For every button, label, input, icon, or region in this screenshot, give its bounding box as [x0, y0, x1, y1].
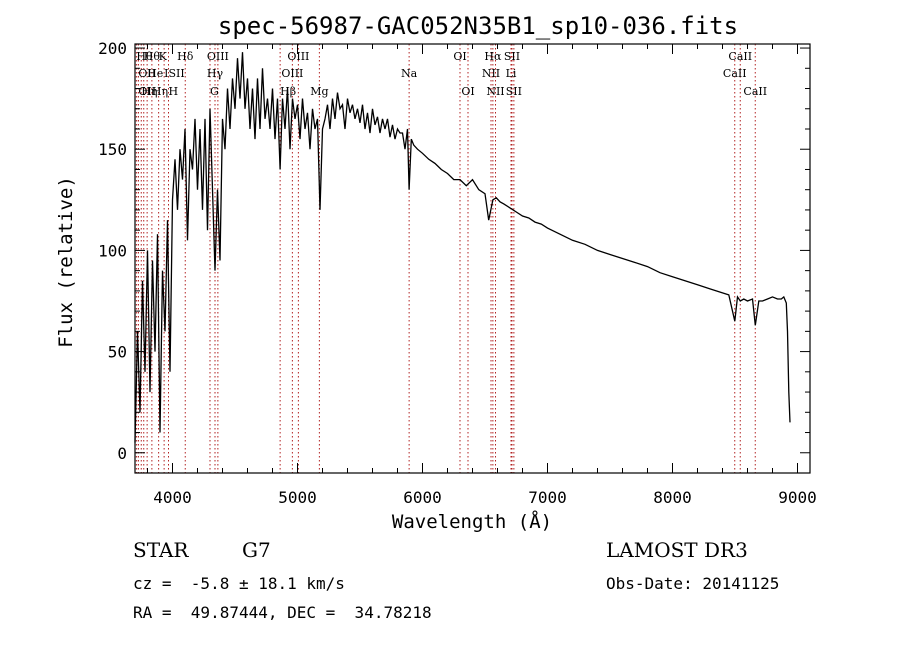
- y-tick-label: 200: [98, 39, 127, 58]
- x-tick-label: 4000: [153, 488, 192, 507]
- line-marker-label: OII: [138, 85, 156, 98]
- line-marker-label: NII: [486, 85, 504, 98]
- object-class: STAR: [133, 538, 189, 562]
- line-marker-label: He: [147, 67, 163, 80]
- line-marker-label: K: [159, 50, 168, 63]
- x-tick-label: 8000: [653, 488, 692, 507]
- line-marker-label: SII: [506, 85, 522, 98]
- line-marker-label: Hδ: [177, 50, 194, 63]
- line-marker-label: SII: [169, 67, 185, 80]
- spectral-subclass: G7: [242, 538, 271, 562]
- redshift-text: cz = -5.8 ± 18.1 km/s: [133, 574, 345, 593]
- line-marker-label: Hη: [141, 85, 157, 98]
- y-tick-label: 150: [98, 140, 127, 159]
- chart-title: spec-56987-GAC052N35B1_sp10-036.fits: [218, 12, 738, 40]
- line-marker-label: Hα: [484, 50, 502, 63]
- x-axis-label: Wavelength (Å): [392, 510, 552, 533]
- line-marker-label: SII: [504, 50, 520, 63]
- y-tick-label: 100: [98, 241, 127, 260]
- line-marker-label: Hθ: [136, 50, 153, 63]
- y-axis-ticks: 0 50 100 150 200: [98, 39, 810, 463]
- line-marker-label: OII: [138, 67, 156, 80]
- line-marker-label: I: [164, 67, 168, 80]
- obs-date: Obs-Date: 20141125: [606, 574, 780, 593]
- line-marker-label: G: [210, 85, 219, 98]
- x-tick-label: 6000: [403, 488, 442, 507]
- survey-name: LAMOST DR3: [606, 538, 748, 562]
- flux-line: [134, 52, 791, 443]
- x-axis-ticks: 4000 5000 6000 7000 8000 9000: [147, 44, 817, 507]
- line-marker-label: NII: [482, 67, 500, 80]
- x-tick-label: 9000: [778, 488, 817, 507]
- line-marker-label: OIII: [207, 50, 229, 63]
- x-tick-label: 5000: [278, 488, 317, 507]
- x-tick-label: 7000: [528, 488, 567, 507]
- coordinates-text: RA = 49.87444, DEC = 34.78218: [133, 603, 432, 622]
- line-marker-label: Hγ: [207, 67, 224, 80]
- plot-frame: [134, 43, 811, 474]
- line-marker-label: OIII: [287, 50, 309, 63]
- line-marker-label: OIII: [281, 67, 303, 80]
- line-marker-label: Li: [506, 67, 517, 80]
- line-marker-label: Hθ: [144, 50, 161, 63]
- y-axis-label: Flux (relative): [55, 176, 77, 348]
- y-tick-label: 50: [108, 343, 127, 362]
- line-marker-label: OI: [453, 50, 466, 63]
- y-tick-label: 0: [117, 444, 127, 463]
- spectrum-series: [134, 52, 791, 443]
- line-marker-label: OI: [461, 85, 474, 98]
- line-marker-label: H: [169, 85, 179, 98]
- line-marker-label: Mg: [310, 85, 328, 98]
- line-marker-label: CaII: [743, 85, 767, 98]
- spectral-line-markers: [135, 44, 756, 473]
- line-marker-label: CaII: [728, 50, 752, 63]
- line-marker-label: Na: [401, 67, 418, 80]
- line-marker-label: Hη: [152, 85, 168, 98]
- line-marker-label: CaII: [723, 67, 747, 80]
